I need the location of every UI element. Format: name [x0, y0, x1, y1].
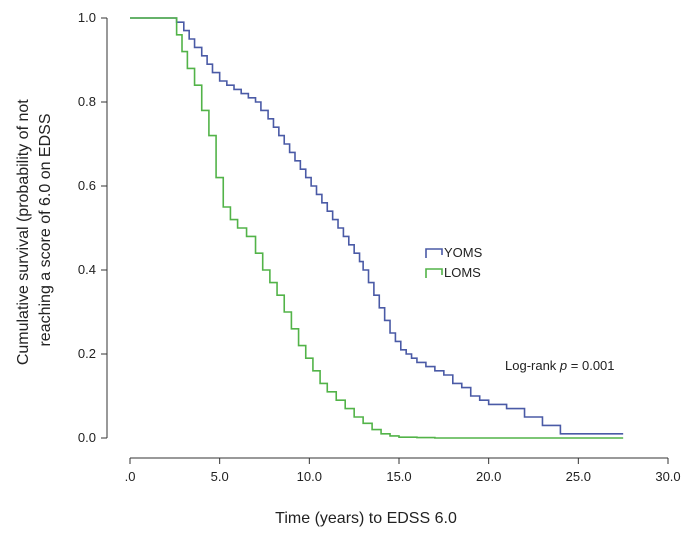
y-axis: 0.0 0.2 0.4 0.6 0.8 1.0 [78, 10, 108, 445]
log-rank-annotation: Log-rank p = 0.001 [505, 358, 615, 373]
y-axis-title-line-2: reaching a score of 6.0 on EDSS [37, 113, 54, 346]
x-tick-label: 20.0 [476, 469, 501, 484]
y-tick-label: 0.0 [78, 430, 96, 445]
x-tick-label: 10.0 [297, 469, 322, 484]
x-tick-label: 30.0 [655, 469, 680, 484]
legend-label-yoms: YOMS [444, 245, 483, 260]
x-tick-label: .0 [125, 469, 136, 484]
y-tick-label: 0.4 [78, 262, 96, 277]
x-tick-label: 5.0 [211, 469, 229, 484]
series-layer [130, 17, 624, 439]
y-tick-label: 0.8 [78, 94, 96, 109]
x-axis-title: Time (years) to EDSS 6.0 [275, 510, 457, 527]
log-rank-value: = 0.001 [567, 358, 614, 373]
legend: YOMS LOMS [425, 245, 483, 280]
y-tick-label: 1.0 [78, 10, 96, 25]
legend-swatch-yoms [425, 248, 443, 258]
x-tick-label: 25.0 [566, 469, 591, 484]
y-axis-title: Cumulative survival (probability of not … [15, 95, 54, 365]
y-tick-label: 0.2 [78, 346, 96, 361]
x-tick-label: 15.0 [386, 469, 411, 484]
log-rank-p: p [559, 358, 567, 373]
series-line-loms [130, 17, 624, 439]
x-axis: .0 5.0 10.0 15.0 20.0 25.0 30.0 [125, 457, 681, 484]
log-rank-prefix: Log-rank [505, 358, 560, 373]
legend-swatch-loms [425, 268, 443, 278]
series-line-yoms [130, 17, 624, 435]
y-axis-title-line-1: Cumulative survival (probability of not [15, 99, 32, 365]
y-tick-label: 0.6 [78, 178, 96, 193]
legend-label-loms: LOMS [444, 265, 481, 280]
